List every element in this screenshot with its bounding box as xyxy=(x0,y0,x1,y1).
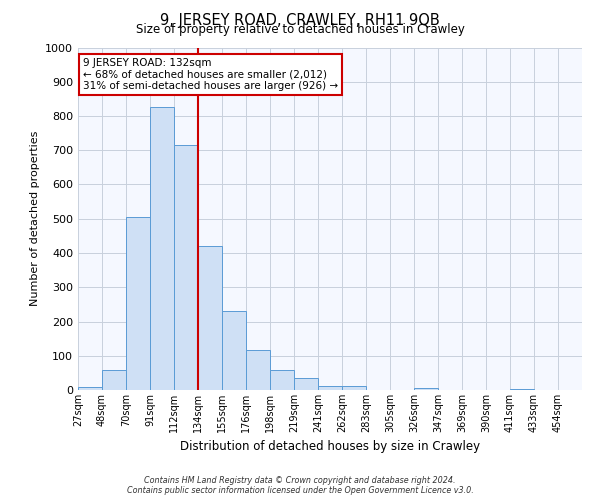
Bar xyxy=(102,370,126,390)
Text: Contains HM Land Registry data © Crown copyright and database right 2024.
Contai: Contains HM Land Registry data © Crown c… xyxy=(127,476,473,495)
Bar xyxy=(414,388,438,390)
Bar xyxy=(222,310,246,390)
Text: 9 JERSEY ROAD: 132sqm
← 68% of detached houses are smaller (2,012)
31% of semi-d: 9 JERSEY ROAD: 132sqm ← 68% of detached … xyxy=(83,58,338,91)
Bar xyxy=(78,386,102,390)
Bar xyxy=(126,217,150,390)
Bar xyxy=(150,108,174,390)
Text: Size of property relative to detached houses in Crawley: Size of property relative to detached ho… xyxy=(136,22,464,36)
Bar xyxy=(510,389,534,390)
Bar xyxy=(174,145,198,390)
Y-axis label: Number of detached properties: Number of detached properties xyxy=(29,131,40,306)
Bar xyxy=(342,386,366,390)
X-axis label: Distribution of detached houses by size in Crawley: Distribution of detached houses by size … xyxy=(180,440,480,454)
Text: 9, JERSEY ROAD, CRAWLEY, RH11 9QB: 9, JERSEY ROAD, CRAWLEY, RH11 9QB xyxy=(160,12,440,28)
Bar xyxy=(198,246,222,390)
Bar xyxy=(294,378,318,390)
Bar xyxy=(318,386,342,390)
Bar xyxy=(270,370,294,390)
Bar xyxy=(246,350,270,390)
